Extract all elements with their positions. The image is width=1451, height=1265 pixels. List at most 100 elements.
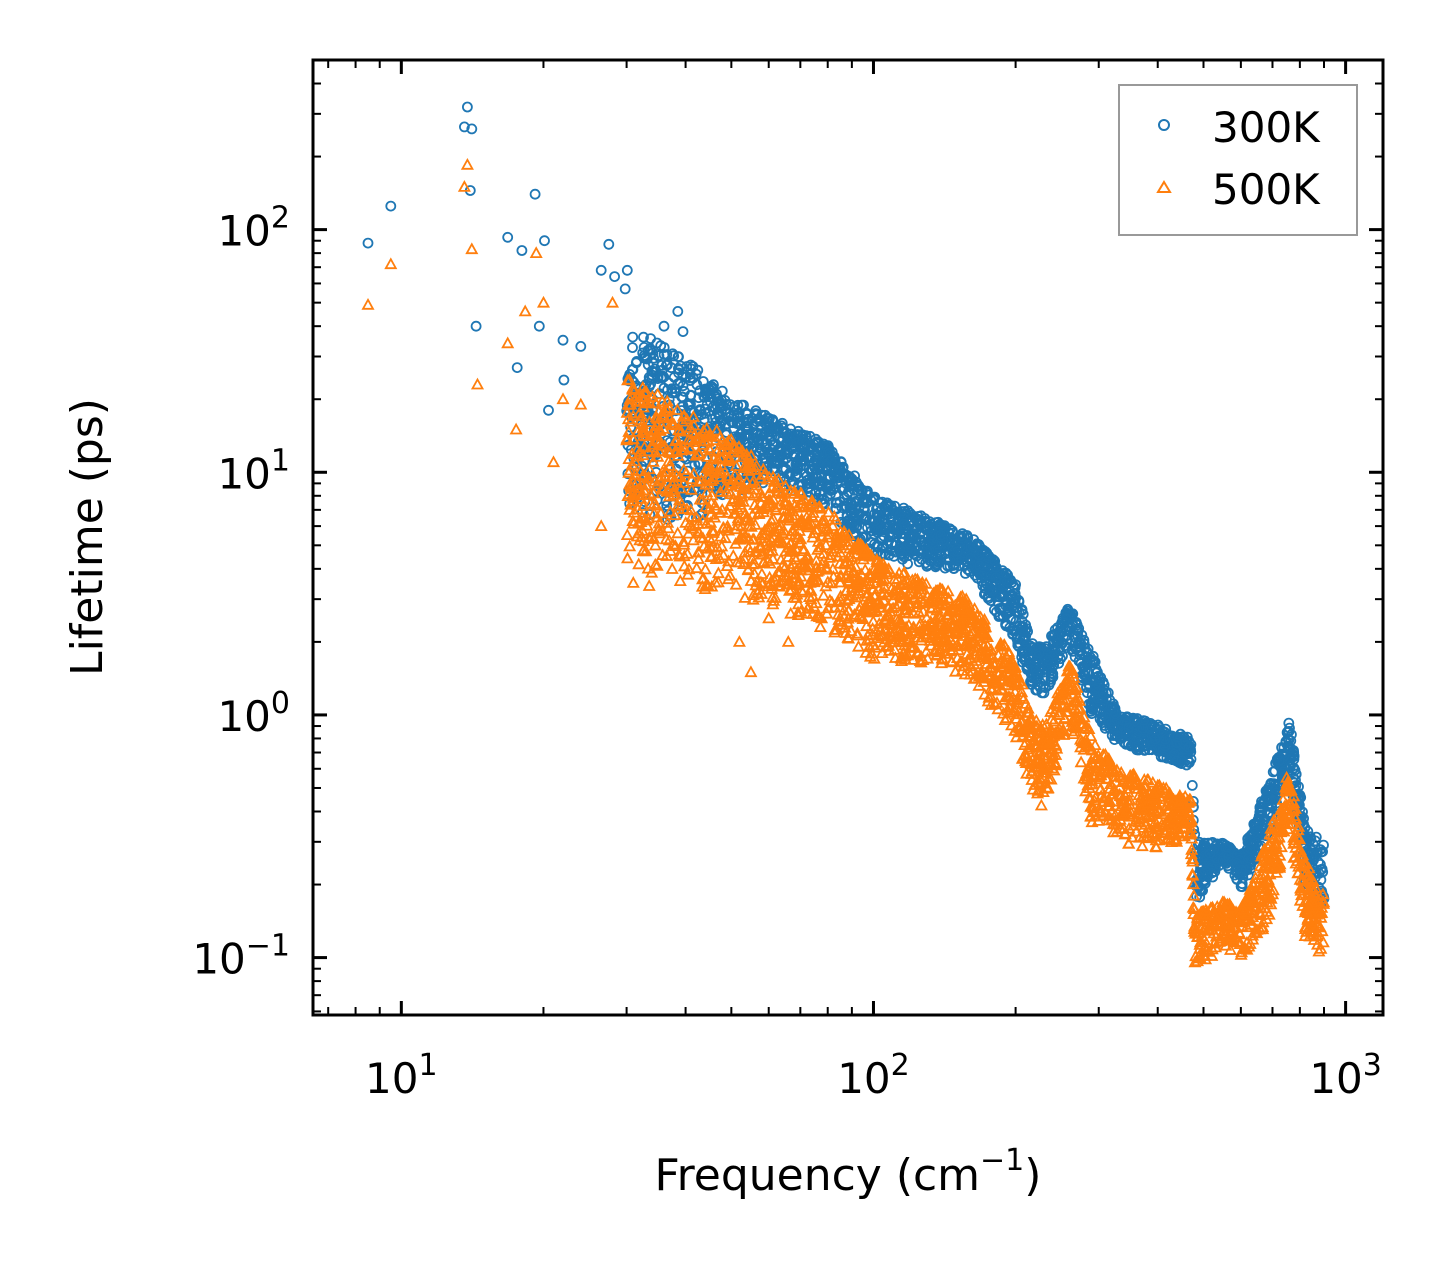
point-300k (871, 540, 883, 551)
point-300k (630, 357, 642, 369)
point-300k (694, 404, 706, 415)
point-500k (1074, 755, 1088, 768)
point-500k (655, 481, 669, 493)
point-300k (673, 362, 684, 374)
point-500k (651, 387, 665, 400)
point-500k (847, 540, 861, 553)
point-500k (667, 474, 681, 487)
point-300k (679, 385, 690, 397)
point-500k (969, 613, 983, 626)
point-500k (648, 557, 662, 570)
point-300k (619, 283, 631, 295)
point-300k (539, 235, 550, 247)
point-500k (842, 528, 856, 540)
point-500k (665, 562, 679, 574)
point-500k (903, 627, 917, 640)
point-300k (1098, 679, 1110, 691)
point-500k (1235, 945, 1249, 958)
point-500k (657, 409, 671, 422)
point-300k (807, 471, 819, 483)
point-500k (709, 502, 723, 514)
point-500k (1226, 931, 1240, 944)
point-300k (989, 555, 1001, 567)
point-500k (1281, 781, 1295, 794)
point-500k (1086, 799, 1100, 812)
point-500k (859, 574, 873, 586)
point-300k (697, 376, 709, 387)
point-500k (683, 442, 697, 455)
point-300k (1035, 682, 1046, 694)
point-500k (833, 556, 847, 569)
point-300k (780, 463, 792, 475)
point-300k (821, 460, 832, 472)
point-500k (766, 512, 780, 524)
point-300k (776, 446, 787, 458)
point-500k (786, 571, 801, 583)
point-500k (1089, 752, 1103, 765)
point-300k (529, 188, 541, 200)
point-300k (603, 238, 615, 250)
point-500k (1109, 775, 1123, 787)
point-300k (516, 245, 528, 256)
point-500k (866, 638, 880, 651)
point-500k (849, 590, 863, 603)
point-500k (821, 505, 836, 518)
point-500k (1248, 896, 1262, 909)
point-300k (956, 532, 967, 544)
point-300k (1317, 846, 1328, 857)
point-300k (1079, 643, 1091, 654)
point-500k (949, 609, 963, 622)
point-300k (721, 427, 732, 438)
point-500k (711, 566, 725, 579)
point-300k (685, 363, 697, 375)
point-300k (981, 568, 993, 580)
point-500k (934, 612, 948, 625)
point-300k (1245, 843, 1256, 855)
point-500k (665, 416, 679, 428)
point-500k (747, 473, 761, 486)
point-500k (819, 579, 833, 592)
point-500k (746, 588, 760, 600)
point-300k (752, 428, 763, 440)
point-500k (967, 672, 981, 684)
point-300k (898, 502, 910, 514)
point-300k (972, 572, 983, 584)
point-500k (1131, 803, 1146, 816)
point-500k (1024, 767, 1039, 779)
point-500k (626, 490, 640, 503)
point-300k (973, 549, 985, 561)
point-500k (621, 412, 635, 425)
point-300k (752, 413, 764, 425)
point-300k (714, 401, 726, 413)
point-500k (1157, 818, 1171, 831)
point-500k (1039, 780, 1054, 793)
point-300k (777, 432, 789, 444)
point-300k (1077, 661, 1088, 672)
point-300k (1274, 755, 1285, 766)
point-500k (1117, 809, 1131, 821)
point-500k (828, 625, 842, 638)
point-500k (1028, 738, 1042, 750)
point-300k (1131, 713, 1143, 724)
point-500k (1213, 910, 1227, 922)
point-500k (914, 633, 928, 646)
point-500k (636, 400, 650, 413)
point-500k (667, 417, 681, 430)
point-300k (691, 379, 703, 391)
point-500k (361, 297, 375, 310)
point-500k (1108, 782, 1122, 795)
point-500k (775, 487, 789, 499)
point-300k (1262, 795, 1274, 807)
point-500k (1057, 724, 1071, 737)
point-500k (1047, 714, 1061, 727)
point-500k (1008, 723, 1022, 736)
point-300k (795, 456, 806, 468)
point-500k (1113, 789, 1127, 801)
point-500k (1172, 826, 1187, 839)
point-500k (1182, 827, 1196, 840)
point-500k (672, 422, 686, 435)
point-300k (974, 560, 985, 572)
point-300k (921, 545, 933, 557)
point-500k (633, 386, 647, 399)
